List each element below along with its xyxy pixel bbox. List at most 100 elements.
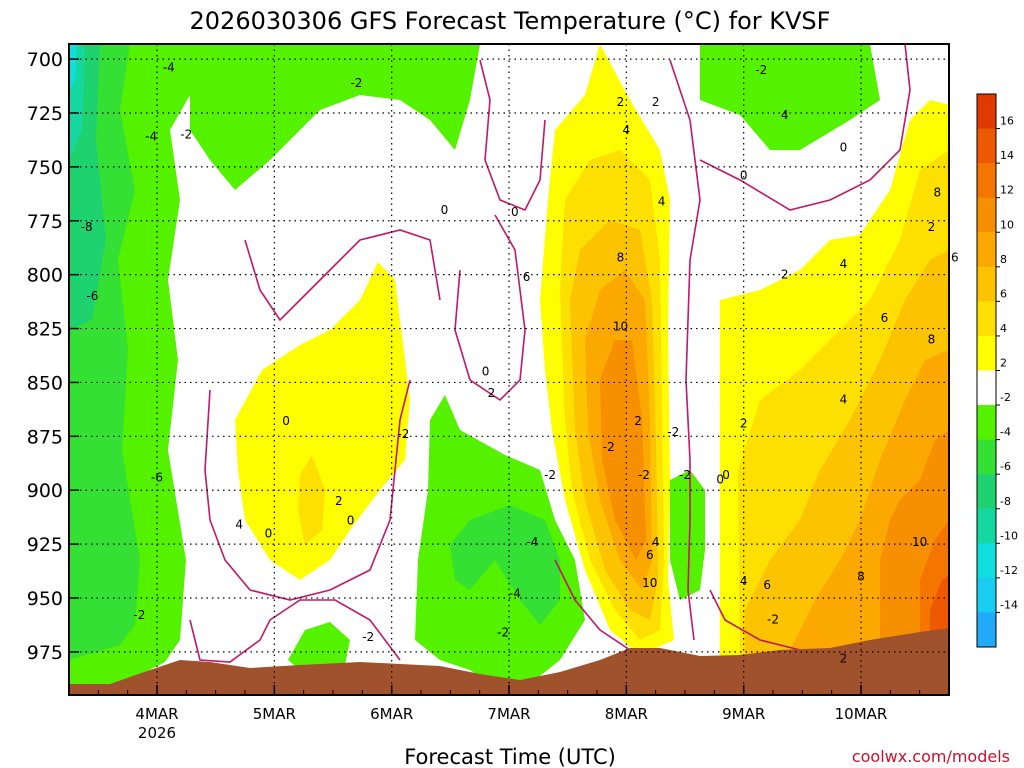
contour-label: 4 — [658, 194, 666, 208]
x-tick-label: 7MAR — [487, 705, 530, 723]
contour-label: 4 — [623, 123, 631, 137]
contour-label: -2 — [497, 625, 509, 639]
zero-contour-d — [479, 59, 546, 212]
contour-label: -6 — [86, 289, 98, 303]
contour-label: 6 — [881, 311, 889, 325]
colorbar-label: -10 — [1000, 529, 1018, 542]
colorbar-label: -2 — [1000, 391, 1011, 404]
contour-label: -2 — [679, 468, 691, 482]
contour-label: -2 — [133, 608, 145, 622]
contour-label: -2 — [603, 440, 615, 454]
zero-contour-c — [454, 214, 526, 402]
region-minus12-left — [69, 44, 77, 90]
colorbar-label: 12 — [1000, 184, 1014, 197]
x-tick-label: 6MAR — [370, 705, 413, 723]
contour-label: 10 — [613, 319, 628, 333]
colorbar: 16 14 12 10 8 6 4 2 -2 -4 -6 -8 -10 -12 -14 — [976, 93, 1018, 648]
y-axis: 700 725 750 775 800 825 850 875 900 925 950 975 — [27, 49, 79, 664]
colorbar-label: 2 — [1000, 357, 1007, 370]
contour-label: -8 — [81, 220, 93, 234]
y-tick-label: 700 — [27, 49, 63, 71]
colorbar-swatch — [977, 474, 996, 510]
colorbar-label: 4 — [1000, 322, 1007, 335]
contour-label: -2 — [755, 63, 767, 77]
contour-label: 6 — [951, 250, 959, 264]
region-10-8mar — [600, 340, 646, 560]
colorbar-label: -8 — [1000, 495, 1011, 508]
contour-label: -2 — [544, 468, 556, 482]
contour-label: 8 — [617, 250, 625, 264]
y-tick-label: 800 — [27, 265, 63, 287]
contour-label: -6 — [151, 470, 163, 484]
contour-label: 0 — [716, 472, 724, 486]
contour-label: 2 — [740, 416, 748, 430]
colorbar-swatch — [977, 508, 996, 544]
y-tick-label: 775 — [27, 211, 63, 233]
contour-label: -2 — [767, 613, 779, 627]
contour-label: 8 — [857, 569, 865, 583]
contour-label: -2 — [362, 630, 374, 644]
contour-label: 0 — [722, 468, 730, 482]
region-minus4-mid — [450, 505, 560, 625]
contour-label: -2 — [397, 427, 409, 441]
contour-label: 4 — [740, 574, 748, 588]
x-tick-label: 5MAR — [253, 705, 296, 723]
x-tick-label: 8MAR — [605, 705, 648, 723]
plot-area — [69, 44, 949, 695]
region-2-5mar — [235, 262, 410, 580]
y-tick-label: 950 — [27, 588, 63, 610]
y-tick-label: 900 — [27, 480, 63, 502]
x-tick-label: 9MAR — [722, 705, 765, 723]
contour-label: -2 — [180, 128, 192, 142]
contour-label: 2 — [652, 95, 660, 109]
zero-contour-a — [204, 379, 411, 601]
contour-label: 8 — [928, 332, 936, 346]
contour-label: 2 — [840, 651, 848, 665]
region-minus2-top-left — [190, 44, 480, 190]
colorbar-label: -4 — [1000, 426, 1011, 439]
gridlines — [69, 44, 949, 695]
contour-label: -4 — [526, 535, 538, 549]
colorbar-swatch — [977, 439, 996, 475]
colorbar-swatch — [977, 370, 996, 406]
contour-label: 4 — [235, 518, 243, 532]
y-tick-label: 975 — [27, 642, 63, 664]
credit-text: coolwx.com/models — [852, 747, 1010, 766]
y-tick-label: 725 — [27, 103, 63, 125]
x-axis-label: Forecast Time (UTC) — [404, 745, 616, 768]
region-minus2-top-right — [700, 44, 880, 150]
contour-label: 2 — [335, 494, 343, 508]
contour-label: 0 — [511, 205, 519, 219]
contour-label: -4 — [145, 130, 157, 144]
contour-label: -2 — [667, 425, 679, 439]
colorbar-label: 14 — [1000, 149, 1014, 162]
y-tick-label: 750 — [27, 157, 63, 179]
contour-label: 6 — [646, 548, 654, 562]
colorbar-label: -12 — [1000, 564, 1018, 577]
colorbar-label: -6 — [1000, 460, 1011, 473]
contour-label: 0 — [347, 513, 355, 527]
colorbar-swatch — [977, 197, 996, 233]
contour-label: -2 — [350, 76, 362, 90]
colorbar-swatch — [977, 335, 996, 371]
zero-contour-b — [244, 229, 441, 322]
colorbar-label: -14 — [1000, 598, 1018, 611]
colorbar-label: 10 — [1000, 218, 1014, 231]
colorbar-swatch — [977, 543, 996, 579]
zero-contour-g — [189, 599, 401, 663]
colorbar-swatch — [977, 94, 996, 130]
colorbar-swatch — [977, 301, 996, 337]
x-tick-label: 4MAR — [135, 705, 178, 723]
contour-label: 0 — [740, 168, 748, 182]
region-4-5mar — [298, 455, 325, 545]
region-minus2-9mar — [670, 470, 705, 600]
contour-label: 2 — [634, 414, 642, 428]
colorbar-swatch — [977, 612, 996, 648]
contour-label: 0 — [441, 203, 449, 217]
contour-label: 10 — [912, 535, 927, 549]
zero-contour-i — [709, 589, 801, 651]
contour-label: -2 — [638, 468, 650, 482]
